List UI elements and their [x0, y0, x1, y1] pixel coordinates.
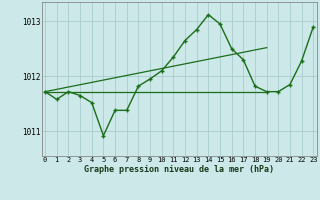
X-axis label: Graphe pression niveau de la mer (hPa): Graphe pression niveau de la mer (hPa): [84, 165, 274, 174]
